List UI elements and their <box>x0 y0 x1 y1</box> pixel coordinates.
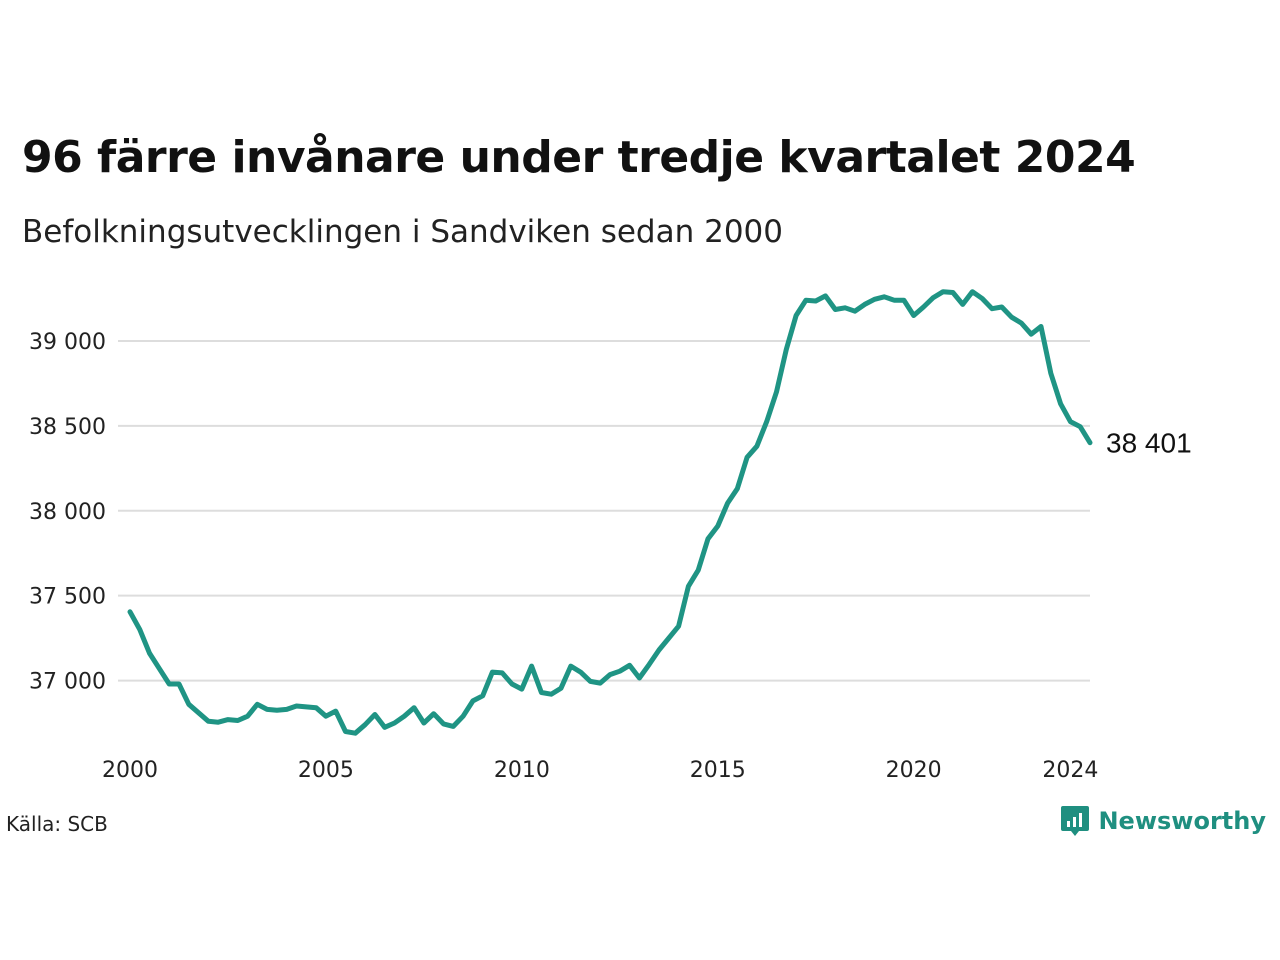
x-axis-ticks: 2000 2005 2010 2015 2020 2024 <box>102 758 1098 783</box>
source-note: Källa: SCB <box>6 812 108 836</box>
x-tick-label: 2020 <box>886 758 942 783</box>
x-tick-label: 2010 <box>494 758 550 783</box>
x-tick-label: 2024 <box>1042 758 1098 783</box>
page-subtitle: Befolkningsutvecklingen i Sandviken seda… <box>22 214 783 250</box>
brand-name: Newsworthy <box>1098 807 1266 835</box>
y-tick-label: 37 500 <box>29 585 106 610</box>
page-title: 96 färre invånare under tredje kvartalet… <box>22 132 1136 183</box>
gridlines <box>118 339 1090 682</box>
x-tick-label: 2000 <box>102 758 158 783</box>
y-tick-label: 39 000 <box>29 330 106 355</box>
x-tick-label: 2015 <box>690 758 746 783</box>
y-axis-ticks: 37 000 37 500 38 000 38 500 39 000 <box>29 330 106 695</box>
x-tick-label: 2005 <box>298 758 354 783</box>
end-label-group: 38 401 <box>1106 428 1192 459</box>
series-group <box>127 289 1093 736</box>
newsworthy-logo-icon <box>1061 806 1090 836</box>
y-tick-label: 38 500 <box>29 415 106 440</box>
y-tick-label: 37 000 <box>29 670 106 695</box>
brand-logo: Newsworthy <box>1060 804 1266 838</box>
y-tick-label: 38 000 <box>29 500 106 525</box>
end-value-label: 38 401 <box>1106 428 1192 459</box>
population-line <box>127 289 1093 736</box>
